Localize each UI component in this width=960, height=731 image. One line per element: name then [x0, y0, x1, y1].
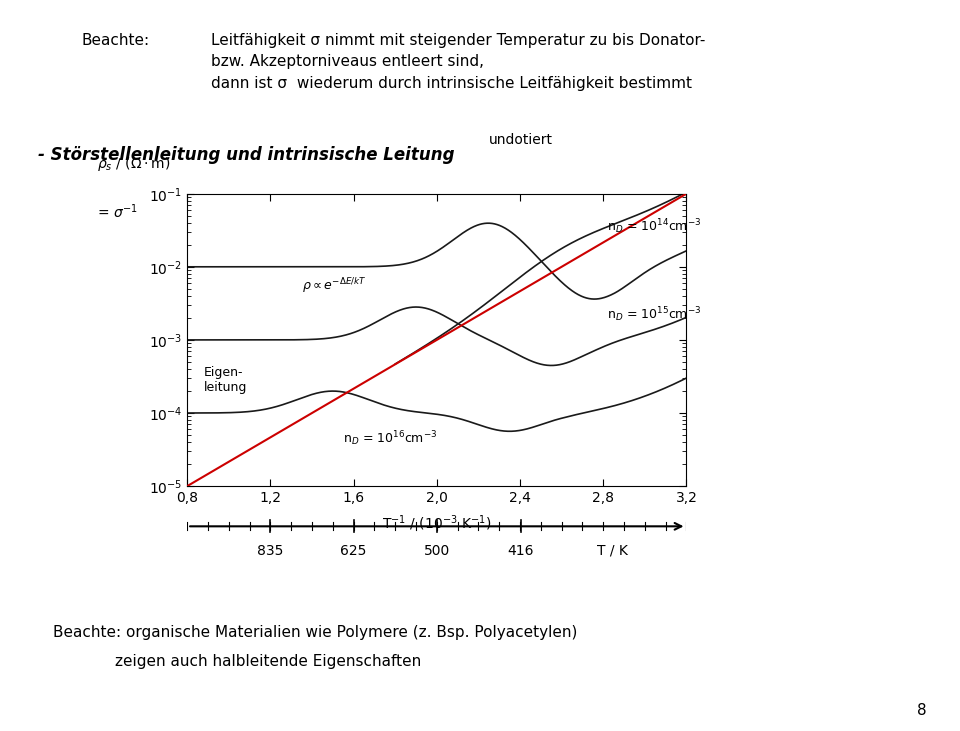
Text: n$_D$ = 10$^{14}$cm$^{-3}$: n$_D$ = 10$^{14}$cm$^{-3}$	[608, 218, 702, 236]
Text: = $\sigma^{-1}$: = $\sigma^{-1}$	[97, 202, 138, 221]
Text: T / K: T / K	[596, 544, 628, 558]
Text: 416: 416	[508, 544, 534, 558]
Text: $\rho_s$ / ($\Omega\cdot$m): $\rho_s$ / ($\Omega\cdot$m)	[97, 155, 171, 173]
Text: 500: 500	[423, 544, 450, 558]
Text: zeigen auch halbleitende Eigenschaften: zeigen auch halbleitende Eigenschaften	[115, 654, 421, 670]
Text: Beachte:: Beachte:	[82, 33, 150, 48]
Text: $\rho \propto e^{-\Delta E/kT}$: $\rho \propto e^{-\Delta E/kT}$	[301, 276, 367, 295]
Text: undotiert: undotiert	[489, 132, 553, 147]
Text: n$_D$ = 10$^{16}$cm$^{-3}$: n$_D$ = 10$^{16}$cm$^{-3}$	[344, 429, 438, 447]
Text: Leitfähigkeit σ nimmt mit steigender Temperatur zu bis Donator-
bzw. Akzeptorniv: Leitfähigkeit σ nimmt mit steigender Tem…	[211, 33, 706, 91]
Text: 835: 835	[256, 544, 283, 558]
Text: Eigen-
leitung: Eigen- leitung	[204, 366, 248, 394]
Text: 8: 8	[917, 702, 926, 718]
X-axis label: T$^{-1}$ / (10$^{-3}$ K$^{-1}$): T$^{-1}$ / (10$^{-3}$ K$^{-1}$)	[382, 513, 492, 533]
Text: - Störstellenleitung und intrinsische Leitung: - Störstellenleitung und intrinsische Le…	[38, 146, 455, 164]
Text: n$_D$ = 10$^{15}$cm$^{-3}$: n$_D$ = 10$^{15}$cm$^{-3}$	[608, 306, 702, 325]
Text: 625: 625	[341, 544, 367, 558]
Text: Beachte: organische Materialien wie Polymere (z. Bsp. Polyacetylen): Beachte: organische Materialien wie Poly…	[53, 625, 577, 640]
